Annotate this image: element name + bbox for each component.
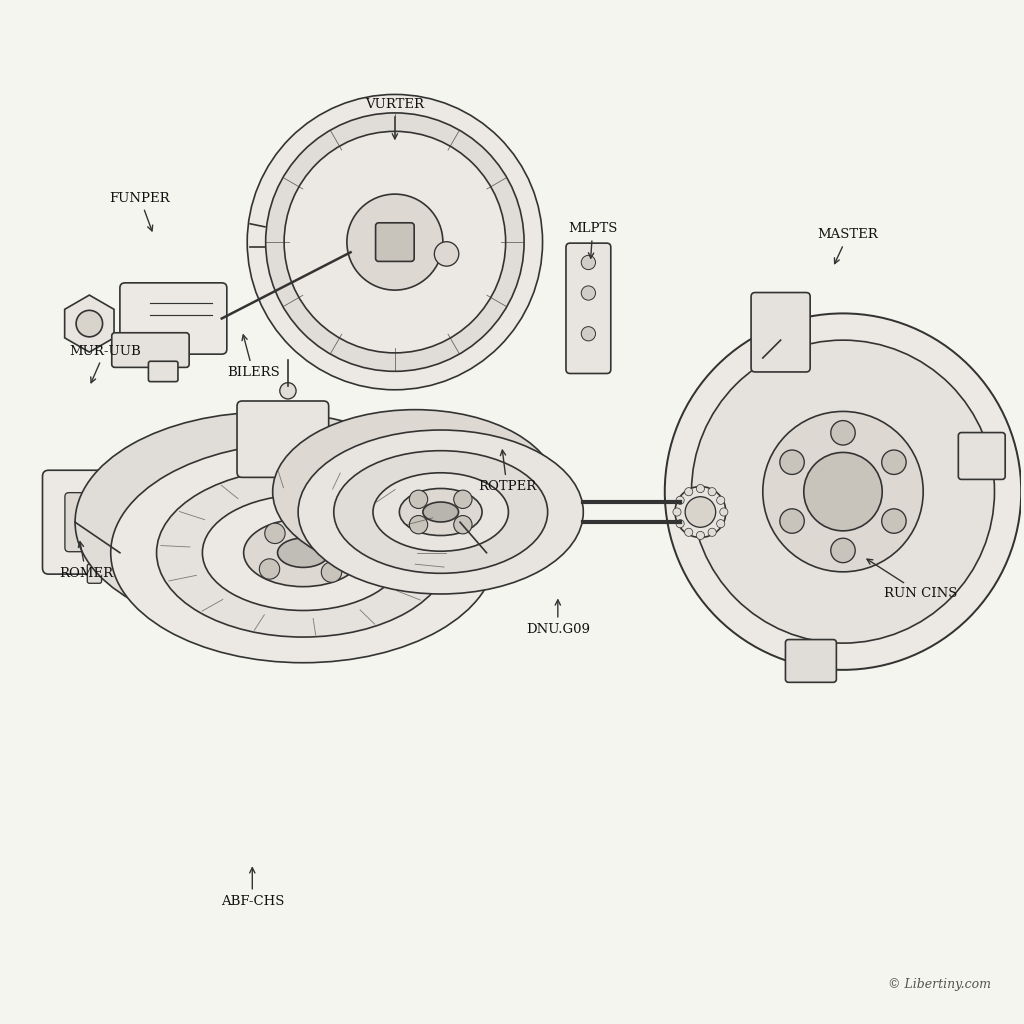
Text: ABF-CHS: ABF-CHS <box>220 867 284 907</box>
Circle shape <box>830 539 855 562</box>
Text: ROMER: ROMER <box>58 542 113 580</box>
Circle shape <box>708 528 716 537</box>
Circle shape <box>685 528 693 537</box>
Circle shape <box>676 497 684 505</box>
Text: FUNPER: FUNPER <box>110 191 170 231</box>
Ellipse shape <box>247 94 543 390</box>
Ellipse shape <box>423 502 459 522</box>
Ellipse shape <box>278 538 329 567</box>
Circle shape <box>259 559 280 580</box>
FancyBboxPatch shape <box>785 640 837 682</box>
Ellipse shape <box>334 451 548 573</box>
Circle shape <box>454 490 472 509</box>
FancyBboxPatch shape <box>751 293 810 372</box>
Circle shape <box>780 450 804 474</box>
Circle shape <box>280 383 296 399</box>
Circle shape <box>673 508 681 516</box>
Circle shape <box>882 450 906 474</box>
Text: VURTER: VURTER <box>366 98 424 139</box>
Text: DNU.G09: DNU.G09 <box>526 600 590 636</box>
Circle shape <box>410 490 428 509</box>
Text: BILERS: BILERS <box>227 335 280 379</box>
FancyBboxPatch shape <box>566 243 610 374</box>
Circle shape <box>676 519 684 527</box>
Text: RUN CINS: RUN CINS <box>867 559 957 600</box>
FancyBboxPatch shape <box>376 223 414 261</box>
Circle shape <box>582 255 596 269</box>
Circle shape <box>327 526 347 547</box>
FancyBboxPatch shape <box>87 564 101 584</box>
FancyBboxPatch shape <box>237 401 329 477</box>
Circle shape <box>685 497 716 527</box>
Circle shape <box>763 412 924 571</box>
Ellipse shape <box>111 442 496 663</box>
FancyBboxPatch shape <box>148 361 178 382</box>
Circle shape <box>410 515 428 534</box>
Circle shape <box>717 497 725 505</box>
FancyBboxPatch shape <box>120 283 227 354</box>
Circle shape <box>830 421 855 445</box>
Circle shape <box>717 519 725 527</box>
Circle shape <box>696 484 705 493</box>
Ellipse shape <box>157 468 450 637</box>
FancyBboxPatch shape <box>65 493 124 552</box>
Text: MUR-UUB: MUR-UUB <box>69 345 140 383</box>
Ellipse shape <box>75 413 460 632</box>
Circle shape <box>454 515 472 534</box>
Circle shape <box>434 242 459 266</box>
Circle shape <box>81 509 108 536</box>
Circle shape <box>265 523 285 544</box>
Text: MLPTS: MLPTS <box>568 222 617 258</box>
Circle shape <box>720 508 728 516</box>
FancyBboxPatch shape <box>112 333 189 368</box>
Text: © Libertiny.com: © Libertiny.com <box>888 978 990 990</box>
Text: ROTPER: ROTPER <box>478 451 536 493</box>
FancyBboxPatch shape <box>43 470 146 574</box>
Circle shape <box>882 509 906 534</box>
Ellipse shape <box>244 519 362 587</box>
Ellipse shape <box>272 410 558 573</box>
Circle shape <box>804 453 883 530</box>
Circle shape <box>708 487 716 496</box>
Ellipse shape <box>373 473 509 551</box>
Circle shape <box>685 487 693 496</box>
Circle shape <box>582 286 596 300</box>
Ellipse shape <box>265 113 524 372</box>
Circle shape <box>675 486 726 538</box>
Circle shape <box>780 509 804 534</box>
Ellipse shape <box>284 131 506 353</box>
Ellipse shape <box>203 495 404 610</box>
Ellipse shape <box>347 195 442 290</box>
Circle shape <box>696 531 705 540</box>
Circle shape <box>76 310 102 337</box>
Circle shape <box>665 313 1021 670</box>
FancyBboxPatch shape <box>958 432 1006 479</box>
Ellipse shape <box>298 430 584 594</box>
Circle shape <box>322 562 342 583</box>
Circle shape <box>582 327 596 341</box>
Text: MASTER: MASTER <box>817 228 879 263</box>
Circle shape <box>691 340 994 643</box>
Ellipse shape <box>399 488 482 536</box>
